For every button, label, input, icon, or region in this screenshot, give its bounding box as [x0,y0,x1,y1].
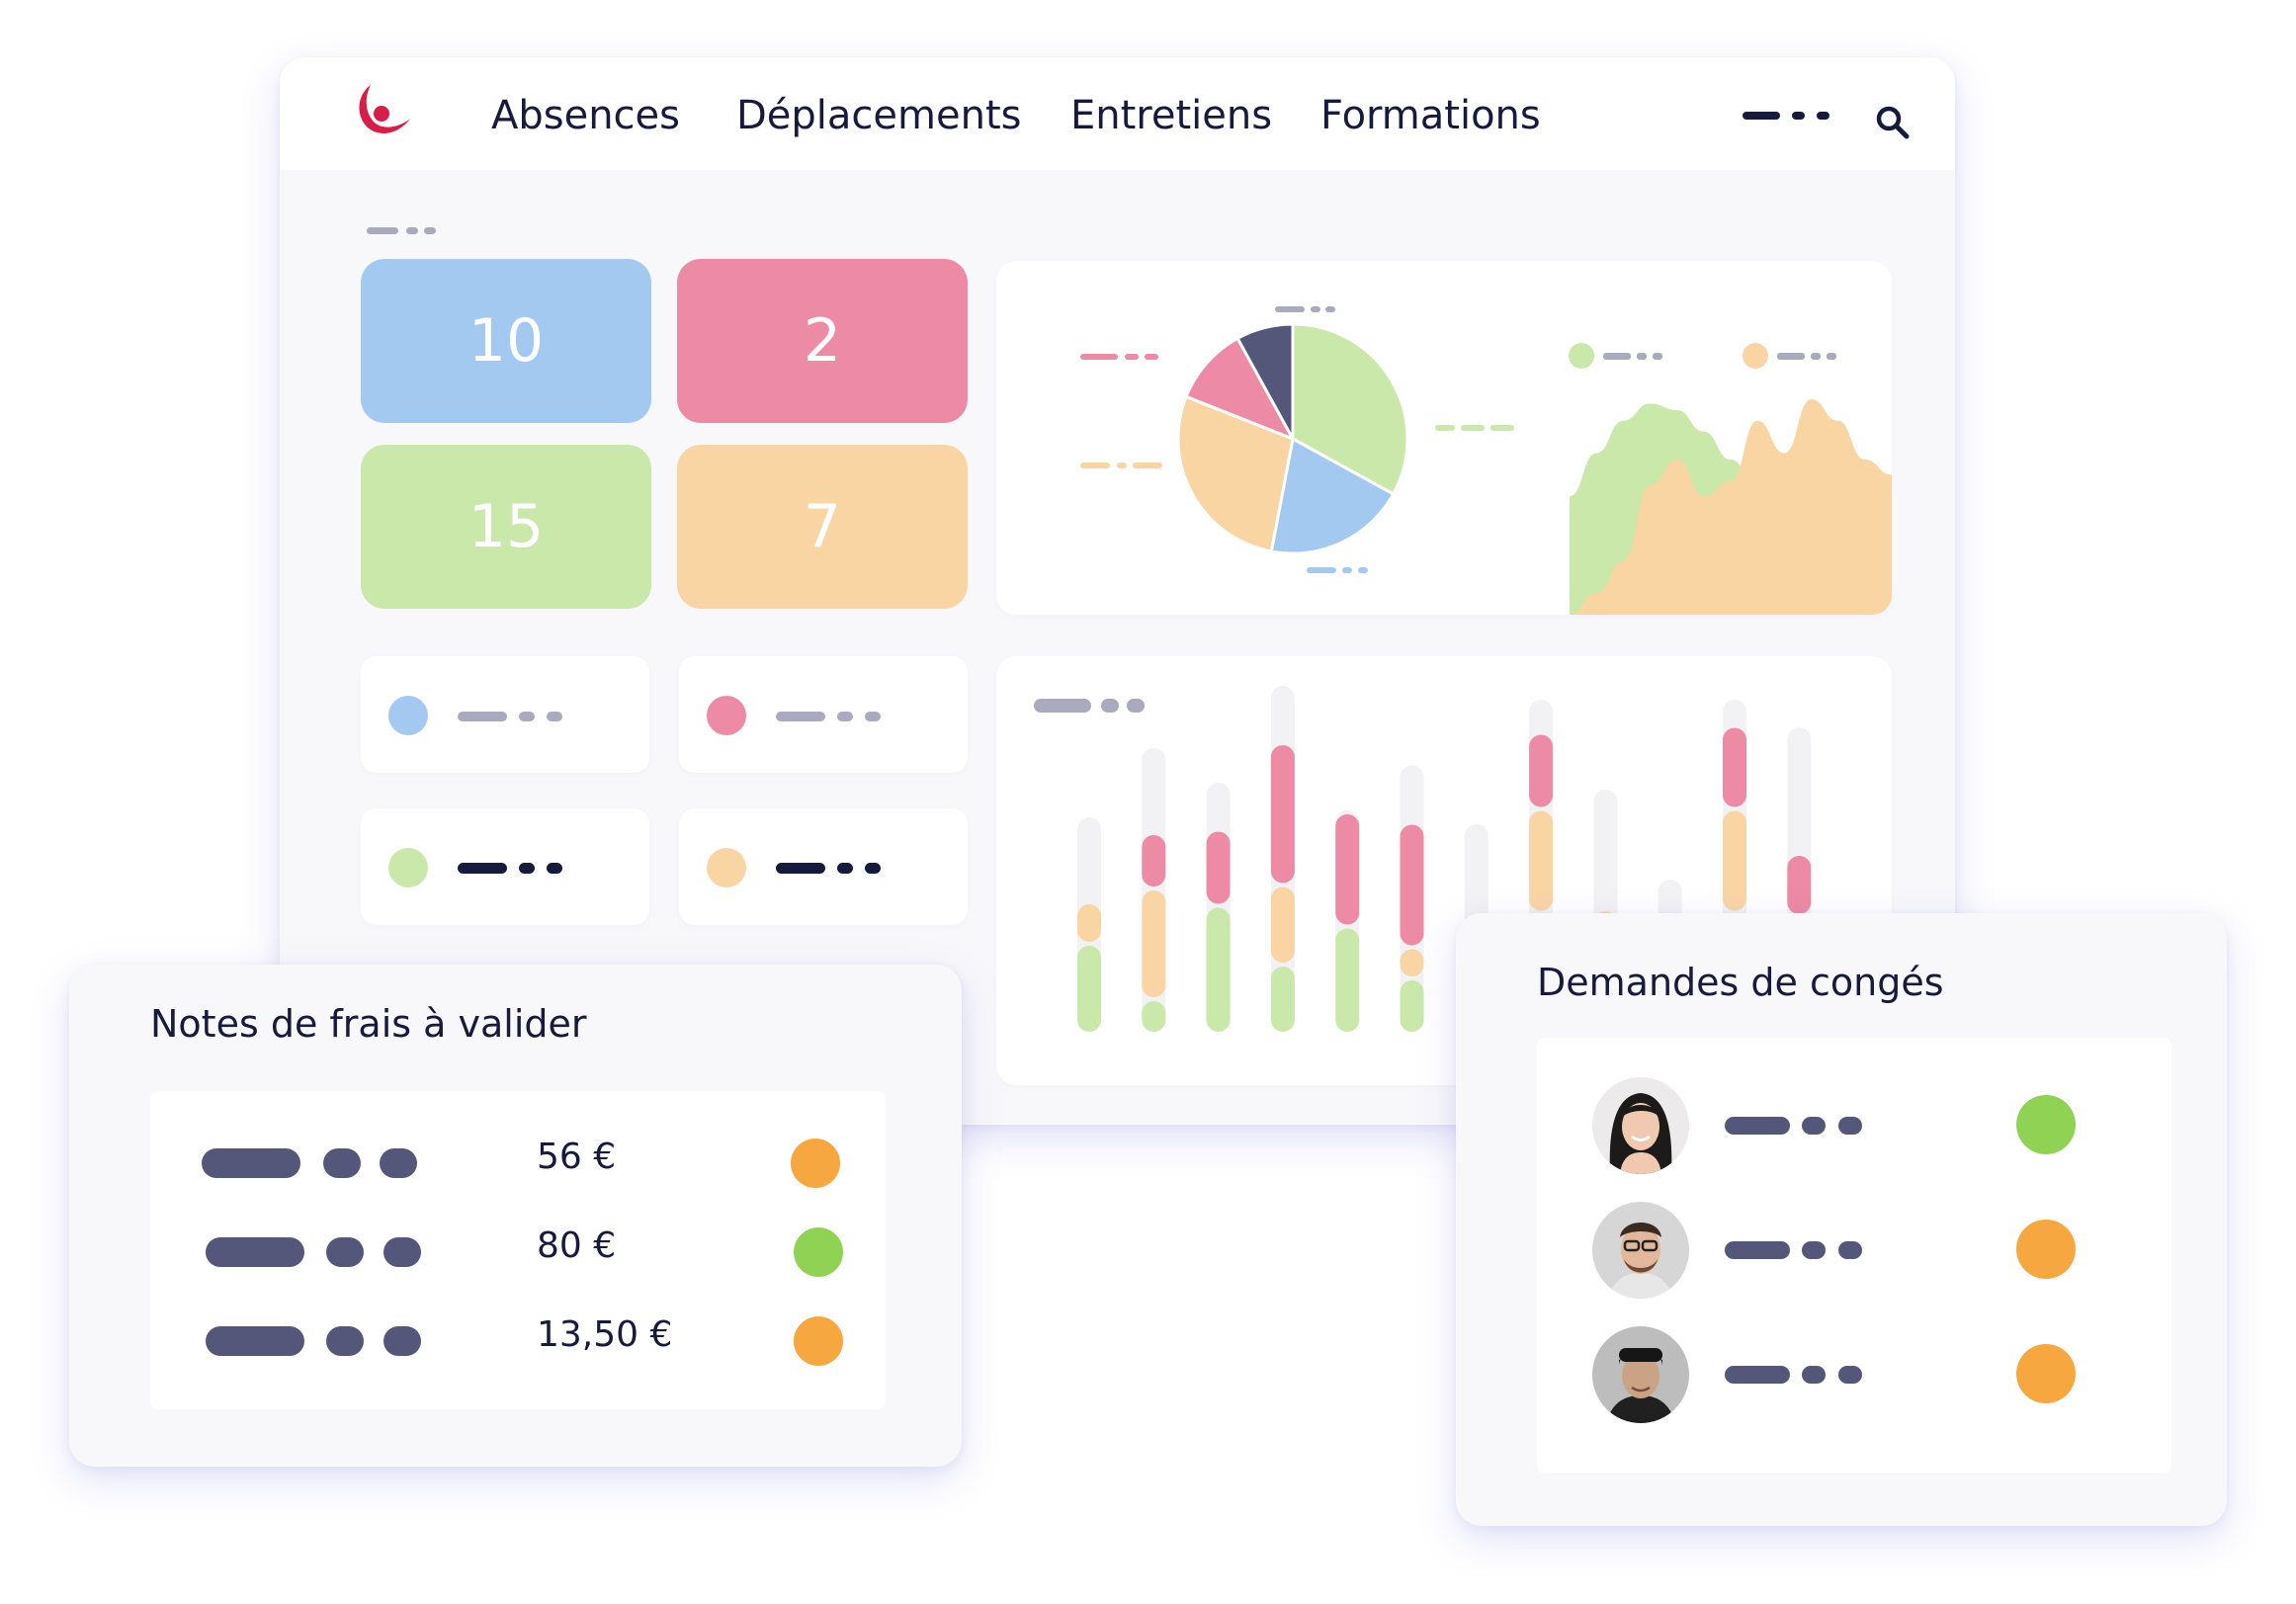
expense-row[interactable]: 80 € [150,1218,886,1277]
expense-amount: 13,50 € [537,1314,673,1355]
legend-dot [388,848,428,887]
stat-tile-pink[interactable]: 2 [677,259,968,423]
stat-tile-orange[interactable]: 7 [677,445,968,609]
expense-amount: 80 € [537,1225,617,1266]
bar-column[interactable] [1270,686,1295,1032]
more-menu-icon[interactable] [1743,109,1831,123]
pie-label-placeholders [1080,306,1514,573]
avatar [1592,1202,1689,1299]
pie-slice[interactable] [1235,322,1295,440]
bar-segment-orange [1400,949,1424,976]
status-dot-pending [2016,1344,2076,1403]
avatar [1592,1077,1689,1174]
expense-row[interactable]: 13,50 € [150,1307,886,1366]
status-dot-approved [794,1227,843,1277]
leave-request-row[interactable] [1537,1326,2171,1425]
bar-column[interactable] [1335,810,1360,1032]
expenses-title: Notes de frais à valider [150,1002,587,1046]
bar-segment-pink [1787,856,1812,914]
status-dot-approved [2016,1095,2076,1154]
bar-segment-orange [1270,886,1295,963]
status-dot-pending [794,1316,843,1366]
status-dot-pending [2016,1220,2076,1279]
section-label-placeholder [367,227,446,235]
bar-segment-pink [1206,831,1231,904]
bar-segment-orange [1529,810,1554,911]
expense-row[interactable]: 56 € [150,1129,886,1188]
bar-segment-pink [1529,734,1554,807]
legend-card-orange[interactable] [679,808,968,925]
bar-segment-orange [1723,810,1746,911]
pie-chart [1176,322,1409,555]
nav-item-entretiens[interactable]: Entretiens [1070,93,1273,138]
expenses-card: Notes de frais à valider 56 € 80 € 13,50… [69,965,962,1467]
bar-segment-orange [1142,890,1166,997]
legend-dot [707,696,746,735]
bar-segment-green [1142,1001,1166,1032]
legend-dot [388,696,428,735]
analytics-panel [996,261,1892,615]
bar-segment-pink [1400,824,1424,946]
bar-column[interactable] [1400,765,1424,1033]
top-navigation-bar: Absences Déplacements Entretiens Formati… [280,57,1955,170]
pie-and-area-chart [1080,306,1892,615]
legend-card-green[interactable] [361,808,649,925]
nav-item-formations[interactable]: Formations [1320,93,1541,138]
bar-segment-orange [1077,904,1101,942]
legend-dot [707,848,746,887]
area-legend [1569,343,1836,369]
pie-slice[interactable] [1176,394,1295,553]
bar-segment-green [1077,946,1101,1032]
bar-segment-pink [1142,835,1166,886]
expenses-list: 56 € 80 € 13,50 € [150,1091,886,1409]
bar-segment-green [1335,928,1360,1032]
leave-request-row[interactable] [1537,1202,2171,1301]
leave-requests-title: Demandes de congés [1537,961,1944,1004]
leave-requests-list [1537,1038,2171,1473]
pie-slice[interactable] [1269,436,1396,555]
nav-item-deplacements[interactable]: Déplacements [736,93,1022,138]
bar-column[interactable] [1206,783,1231,1032]
avatar [1592,1326,1689,1423]
bar-chart-title-placeholder [1034,699,1145,713]
nav-item-absences[interactable]: Absences [491,93,680,138]
bar-segment-green [1400,980,1424,1032]
bar-segment-pink [1270,745,1295,884]
stat-tile-green[interactable]: 15 [361,445,651,609]
pie-slice[interactable] [1184,336,1297,442]
bar-segment-pink [1723,727,1746,807]
stat-tile-blue[interactable]: 10 [361,259,651,423]
leave-requests-card: Demandes de congés [1456,913,2227,1526]
legend-card-pink[interactable] [679,656,968,773]
company-logo [359,85,410,133]
pie-slice[interactable] [1291,322,1409,496]
bar-segment-green [1270,967,1295,1032]
bar-segment-pink [1335,814,1360,925]
leave-request-row[interactable] [1537,1077,2171,1176]
search-icon[interactable] [1875,105,1911,140]
bar-segment-green [1206,907,1231,1032]
bar-column[interactable] [1077,817,1101,1032]
bar-column[interactable] [1142,748,1166,1032]
area-chart [1570,399,1892,615]
legend-card-blue[interactable] [361,656,649,773]
expense-amount: 56 € [537,1137,617,1177]
status-dot-pending [791,1139,840,1188]
area-series [1570,399,1892,615]
